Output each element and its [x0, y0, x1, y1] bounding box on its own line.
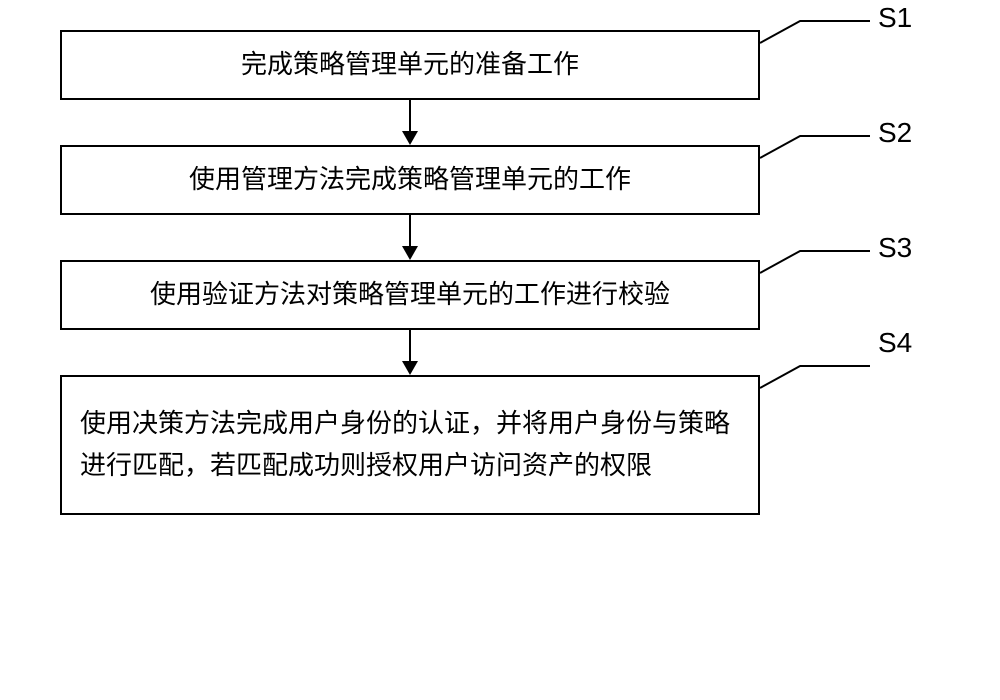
leader-horiz-s1 [800, 20, 870, 22]
leader-slash-s2 [760, 135, 801, 159]
step-label-s4: S4 [878, 327, 912, 359]
arrow-2 [395, 330, 425, 375]
leader-slash-s4 [760, 365, 801, 389]
step-box-s2: 使用管理方法完成策略管理单元的工作 [60, 145, 760, 215]
arrow-0 [395, 100, 425, 145]
step-text-s1: 完成策略管理单元的准备工作 [241, 44, 579, 86]
leader-horiz-s4 [800, 365, 870, 367]
leader-horiz-s3 [800, 250, 870, 252]
step-label-s1: S1 [878, 2, 912, 34]
step-label-s2: S2 [878, 117, 912, 149]
leader-slash-s1 [760, 20, 801, 44]
step-box-s1: 完成策略管理单元的准备工作 [60, 30, 760, 100]
arrow-1 [395, 215, 425, 260]
step-box-s4: 使用决策方法完成用户身份的认证，并将用户身份与策略进行匹配，若匹配成功则授权用户… [60, 375, 760, 515]
leader-horiz-s2 [800, 135, 870, 137]
step-text-s4: 使用决策方法完成用户身份的认证，并将用户身份与策略进行匹配，若匹配成功则授权用户… [80, 403, 740, 486]
step-label-s3: S3 [878, 232, 912, 264]
step-box-s3: 使用验证方法对策略管理单元的工作进行校验 [60, 260, 760, 330]
step-text-s2: 使用管理方法完成策略管理单元的工作 [189, 159, 631, 201]
leader-slash-s3 [760, 250, 801, 274]
step-text-s3: 使用验证方法对策略管理单元的工作进行校验 [150, 274, 670, 316]
